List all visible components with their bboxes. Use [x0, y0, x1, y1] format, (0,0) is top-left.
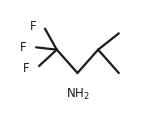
Text: F: F	[22, 62, 29, 75]
Text: F: F	[20, 41, 26, 54]
Text: NH$_2$: NH$_2$	[66, 86, 89, 101]
Text: F: F	[30, 20, 37, 33]
Text: NH$_2$: NH$_2$	[66, 86, 89, 101]
